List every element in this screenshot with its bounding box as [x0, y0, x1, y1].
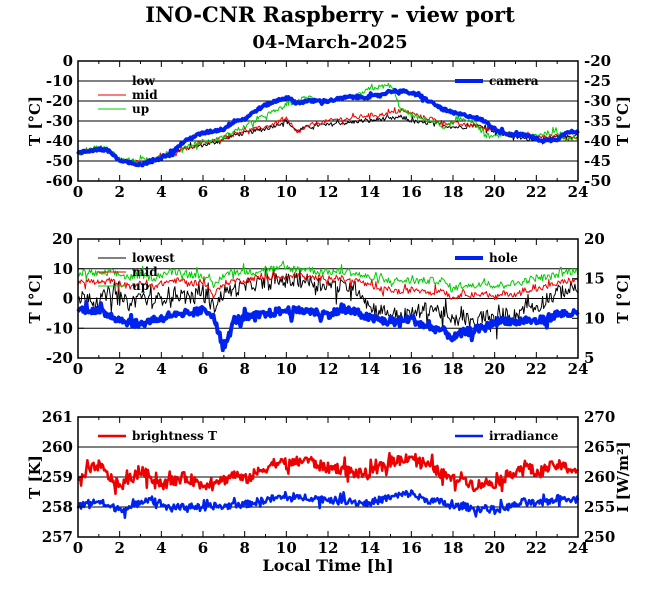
panel2-series-mid	[77, 271, 579, 301]
panel3-ylabel-right: I [W/m²]	[614, 441, 632, 512]
panel3-xtick-label: 16	[401, 539, 422, 557]
panel1-ylabel-left: T [°C]	[26, 96, 44, 146]
panel1-ytick-right-label: -25	[584, 72, 611, 90]
panel1-xtick-label: 24	[568, 183, 589, 201]
panel2-legend-label: lowest	[132, 251, 175, 265]
panel2-legend-label: up	[132, 279, 149, 293]
chart-title: INO-CNR Raspberry - view port	[145, 2, 515, 27]
panel2-ytick-left-label: 0	[63, 290, 73, 308]
chart-subtitle: 04-March-2025	[252, 32, 408, 53]
panel2-xtick-label: 12	[318, 360, 339, 378]
panel1-xtick-label: 10	[276, 183, 297, 201]
panel2-xtick-label: 20	[484, 360, 505, 378]
panel1-ytick-left-label: -30	[46, 112, 73, 130]
panel2-ytick-right-label: 5	[584, 349, 594, 367]
panel2-ytick-right-label: 15	[584, 270, 605, 288]
panel2-ytick-left-label: -10	[46, 319, 73, 337]
panel1-xtick-label: 12	[318, 183, 339, 201]
panel2-ylabel-right: T [°C]	[614, 273, 632, 323]
panel3-ytick-right-label: 250	[584, 528, 615, 546]
panel1-legend-label: camera	[489, 74, 539, 88]
panel2-ytick-left-label: 20	[52, 230, 73, 248]
panel1-xtick-label: 22	[526, 183, 547, 201]
panel1-ytick-left-label: -50	[46, 152, 73, 170]
panel1-ytick-right-label: -20	[584, 52, 611, 70]
panel3-xtick-label: 10	[276, 539, 297, 557]
panel1-legend-label: low	[132, 74, 156, 88]
panel2-legend-label: mid	[132, 265, 158, 279]
panel3-xtick-label: 0	[73, 539, 83, 557]
panel2-ytick-right-label: 20	[584, 230, 605, 248]
panel1-series-camera	[76, 87, 580, 168]
panel2-xtick-label: 14	[359, 360, 380, 378]
panel1-ytick-right-label: -35	[584, 112, 611, 130]
panel3-ytick-left-label: 257	[42, 528, 73, 546]
panel3-xlabel: Local Time [h]	[262, 556, 393, 575]
panel2-xtick-label: 16	[401, 360, 422, 378]
panel2-xtick-label: 6	[198, 360, 208, 378]
panel1-ytick-right-label: -30	[584, 92, 611, 110]
panel1-legend-label: up	[132, 102, 149, 116]
panel2-xtick-label: 24	[568, 360, 589, 378]
panel3-ytick-right-label: 270	[584, 408, 615, 426]
panel2-ytick-left-label: -20	[46, 349, 73, 367]
panel2-xtick-label: 2	[114, 360, 124, 378]
panel1-ytick-left-label: -60	[46, 172, 73, 190]
panel1-legend-label: mid	[132, 88, 158, 102]
panel1-xtick-label: 16	[401, 183, 422, 201]
panel3-ylabel-left: T [K]	[26, 455, 44, 499]
panel3-ytick-left-label: 260	[42, 438, 73, 456]
panel2-ylabel-left: T [°C]	[26, 273, 44, 323]
panel1-xtick-label: 14	[359, 183, 380, 201]
panel2-xtick-label: 8	[239, 360, 249, 378]
panel3-ytick-right-label: 265	[584, 438, 615, 456]
panel3-legend-label: irradiance	[489, 429, 559, 443]
panel1-ytick-left-label: 0	[63, 52, 73, 70]
panel3-legend-label: brightness T	[132, 429, 217, 443]
panel2-xtick-label: 22	[526, 360, 547, 378]
panel2-ytick-right-label: 10	[584, 309, 605, 327]
panel3-xtick-label: 6	[198, 539, 208, 557]
panel1-ytick-left-label: -10	[46, 72, 73, 90]
panel2-xtick-label: 10	[276, 360, 297, 378]
panel2-xtick-label: 0	[73, 360, 83, 378]
panel2-ytick-left-label: 10	[52, 260, 73, 278]
panel2-series-hole	[76, 300, 580, 353]
panel1-ytick-left-label: -20	[46, 92, 73, 110]
panel3-ytick-right-label: 255	[584, 498, 615, 516]
panel1-xtick-label: 0	[73, 183, 83, 201]
panel2-xtick-label: 4	[156, 360, 166, 378]
panel3-xtick-label: 18	[443, 539, 464, 557]
panel1-ytick-right-label: -40	[584, 132, 611, 150]
panel1-ytick-right-label: -45	[584, 152, 611, 170]
panel1-ytick-right-label: -50	[584, 172, 611, 190]
panel1-xtick-label: 18	[443, 183, 464, 201]
panel3-ytick-right-label: 260	[584, 468, 615, 486]
panel1-xtick-label: 4	[156, 183, 166, 201]
panel3-xtick-label: 4	[156, 539, 166, 557]
panel3-xtick-label: 2	[114, 539, 124, 557]
panel2-xtick-label: 18	[443, 360, 464, 378]
panel3-ytick-left-label: 259	[42, 468, 73, 486]
panel3-xtick-label: 12	[318, 539, 339, 557]
panel3-xtick-label: 20	[484, 539, 505, 557]
panel3-series-irradiance	[76, 489, 580, 519]
panel2-legend-label: hole	[489, 251, 518, 265]
panel1-xtick-label: 20	[484, 183, 505, 201]
panel3-xtick-label: 24	[568, 539, 589, 557]
panel1-xtick-label: 2	[114, 183, 124, 201]
panel2-series-up	[77, 260, 579, 293]
panel3-xtick-label: 14	[359, 539, 380, 557]
panel3-series-brightness-T	[76, 451, 579, 496]
panel1-ylabel-right: T [°C]	[614, 96, 632, 146]
panel1-xtick-label: 8	[239, 183, 249, 201]
panel1-xtick-label: 6	[198, 183, 208, 201]
panel3-ytick-left-label: 261	[42, 408, 73, 426]
panel1-ytick-left-label: -40	[46, 132, 73, 150]
panel3-xtick-label: 8	[239, 539, 249, 557]
panel3-ytick-left-label: 258	[42, 498, 73, 516]
panel3-xtick-label: 22	[526, 539, 547, 557]
